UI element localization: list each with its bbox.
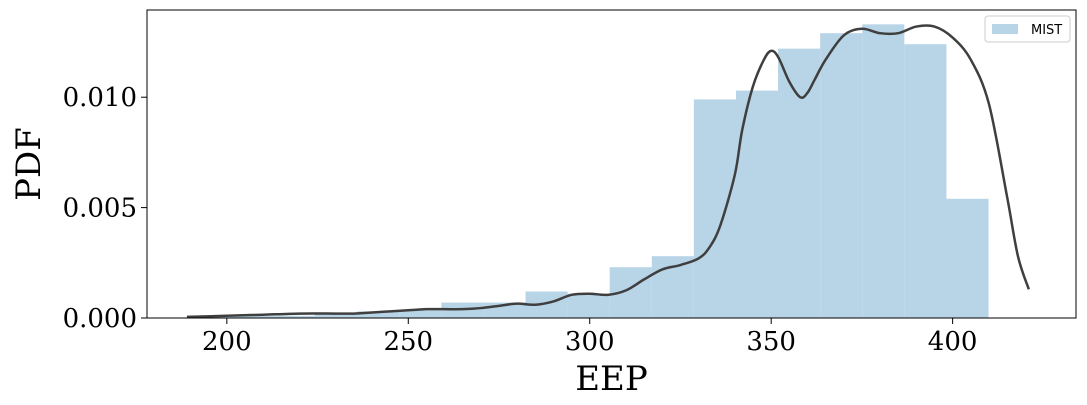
y-axis-label: PDF [9, 127, 49, 201]
histogram-bar [651, 256, 694, 318]
y-axis-ticks: 0.000 0.005 0.010 [63, 83, 147, 334]
x-tick-label: 350 [746, 327, 796, 357]
histogram-bar [272, 315, 316, 318]
histogram-bars [188, 24, 989, 318]
density-curve-layer [186, 24, 1031, 319]
histogram-bar [862, 24, 905, 318]
plot-frame [146, 9, 1077, 319]
histogram-bar [693, 99, 736, 318]
histogram-bar [904, 44, 947, 318]
x-tick-label: 250 [383, 327, 433, 357]
legend-swatch-mist [992, 24, 1018, 34]
density-curve [186, 24, 1031, 319]
y-tick-label: 0.010 [63, 83, 137, 113]
x-tick-label: 400 [928, 327, 978, 357]
legend-label-mist: MIST [1031, 23, 1062, 38]
x-tick-label: 200 [202, 327, 252, 357]
histogram-bar [399, 310, 442, 318]
histogram-bar [778, 48, 821, 318]
y-tick-label: 0.005 [63, 194, 137, 224]
histogram-bar [946, 198, 989, 318]
y-tick-label: 0.000 [63, 304, 137, 334]
legend: MIST [984, 15, 1071, 43]
histogram-bar [230, 315, 273, 318]
legend-box [984, 15, 1071, 43]
x-tick-label: 300 [565, 327, 615, 357]
histogram-bar [357, 311, 400, 318]
x-axis-ticks: 200 250 300 350 400 [202, 318, 977, 357]
histogram-bar [315, 313, 358, 318]
histogram-bar [820, 33, 863, 318]
x-axis-label: EEP [575, 359, 648, 399]
histogram-bar [567, 293, 610, 318]
